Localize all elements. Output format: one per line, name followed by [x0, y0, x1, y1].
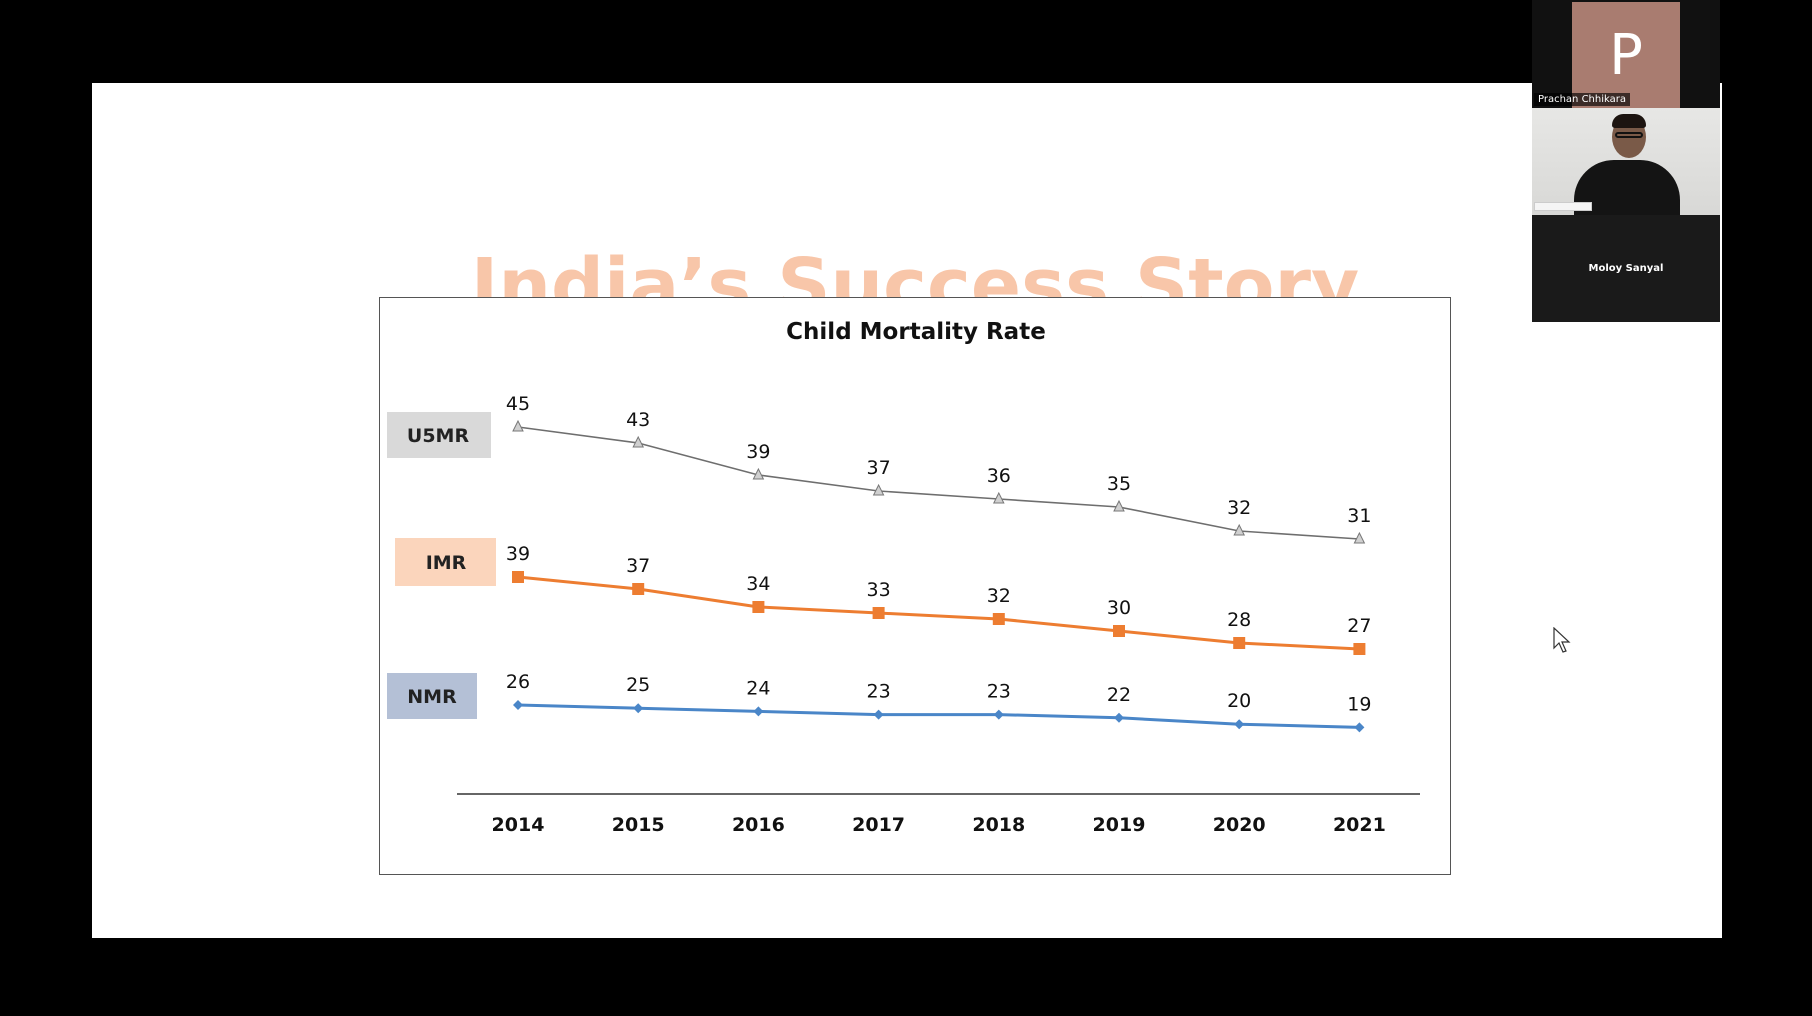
x-tick-label-2020: 2020: [1213, 814, 1266, 836]
data-label-imr-2016: 34: [746, 573, 770, 595]
data-label-u5mr-2020: 32: [1227, 497, 1251, 519]
point-u5mr-2016: [752, 467, 765, 480]
point-u5mr-2019: [1113, 499, 1125, 512]
point-imr-2021: [1353, 643, 1366, 655]
point-nmr-2014: [513, 700, 523, 710]
data-label-nmr-2018: 23: [987, 681, 1011, 703]
legend-box-imr: [395, 538, 496, 586]
legend-label-imr: IMR: [426, 552, 467, 574]
presentation-slide: India’s Success Story Child Mortality Ra…: [92, 83, 1722, 938]
point-imr-2017: [872, 607, 885, 619]
x-tick-label-2019: 2019: [1093, 814, 1146, 836]
data-label-u5mr-2014: 45: [506, 393, 530, 415]
point-nmr-2018: [993, 709, 1004, 720]
point-u5mr-2020: [1233, 523, 1246, 536]
data-label-u5mr-2015: 43: [626, 409, 650, 431]
data-label-nmr-2021: 19: [1347, 693, 1371, 715]
chart-container: Child Mortality Rate 45 43 39 37 36 35 32 31 U5MR…: [379, 297, 1451, 875]
mouse-cursor-icon: [1553, 627, 1571, 653]
data-label-u5mr-2019: 35: [1107, 473, 1131, 495]
x-tick-label-2014: 2014: [492, 814, 545, 836]
data-label-imr-2017: 33: [867, 579, 891, 601]
point-u5mr-2015: [632, 435, 645, 448]
data-label-nmr-2019: 22: [1107, 684, 1131, 706]
participant-tile-presenter[interactable]: P Prachan Chhikara: [1532, 0, 1720, 108]
point-imr-2018: [992, 613, 1005, 625]
data-label-nmr-2016: 24: [746, 677, 770, 699]
data-label-nmr-2017: 23: [867, 681, 891, 703]
data-label-imr-2021: 27: [1347, 615, 1371, 637]
data-label-u5mr-2017: 37: [867, 457, 891, 479]
legend-label-u5mr: U5MR: [407, 425, 470, 447]
data-label-nmr-2014: 26: [506, 671, 530, 693]
legend-box-nmr: [387, 673, 477, 719]
point-imr-2020: [1233, 637, 1246, 649]
point-imr-2019: [1113, 625, 1125, 637]
chart-title: Child Mortality Rate: [786, 319, 1046, 345]
data-label-u5mr-2021: 31: [1347, 505, 1371, 527]
point-imr-2015: [632, 583, 645, 595]
data-label-imr-2014: 39: [506, 543, 530, 565]
point-nmr-2015: [633, 703, 644, 714]
data-label-imr-2015: 37: [626, 555, 650, 577]
point-u5mr-2021: [1353, 531, 1366, 544]
x-tick-label-2016: 2016: [732, 814, 785, 836]
x-tick-label-2021: 2021: [1333, 814, 1386, 836]
participant-video-tile[interactable]: [1532, 108, 1720, 215]
presenter-avatar: P: [1572, 2, 1680, 108]
point-nmr-2021: [1354, 722, 1365, 733]
data-label-u5mr-2016: 39: [746, 441, 770, 463]
legend-label-nmr: NMR: [407, 686, 457, 708]
data-label-imr-2019: 30: [1107, 597, 1131, 619]
series-line-imr: [517, 575, 1360, 651]
series-line-u5mr: [517, 426, 1360, 540]
series-line-nmr: [517, 703, 1360, 729]
data-label-imr-2018: 32: [987, 585, 1011, 607]
point-nmr-2016: [753, 706, 764, 717]
data-label-u5mr-2018: 36: [987, 465, 1011, 487]
data-label-nmr-2020: 20: [1227, 690, 1251, 712]
x-tick-label-2018: 2018: [972, 814, 1025, 836]
data-label-nmr-2015: 25: [626, 674, 650, 696]
x-tick-label-2017: 2017: [852, 814, 905, 836]
data-label-imr-2020: 28: [1227, 609, 1251, 631]
participant-name-tile[interactable]: Moloy Sanyal: [1532, 215, 1720, 322]
legend-box-u5mr: [387, 412, 491, 458]
point-u5mr-2014: [512, 419, 524, 432]
point-imr-2016: [752, 601, 765, 613]
presenter-name-label: Prachan Chhikara: [1534, 93, 1630, 106]
point-nmr-2017: [873, 709, 884, 720]
x-tick-label-2015: 2015: [612, 814, 665, 836]
point-imr-2014: [512, 571, 524, 583]
point-u5mr-2017: [872, 483, 885, 496]
person-hair: [1612, 114, 1646, 128]
child-mortality-chart: Child Mortality Rate 45 43 39 37 36 35 32 31 U5MR…: [387, 319, 1420, 836]
point-u5mr-2018: [992, 491, 1005, 504]
person-glasses: [1615, 132, 1643, 138]
point-nmr-2019: [1114, 712, 1124, 723]
point-nmr-2020: [1234, 719, 1245, 730]
video-label-strip: [1534, 202, 1592, 211]
